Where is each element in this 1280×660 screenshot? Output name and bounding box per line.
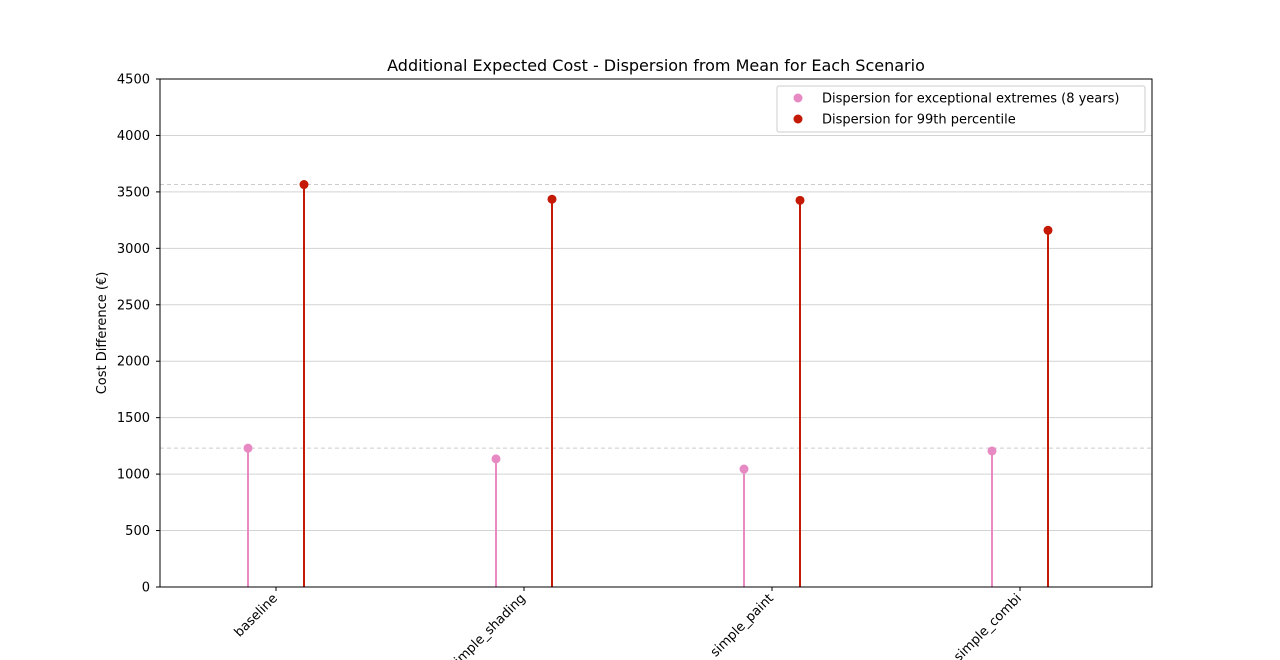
lollipop-marker bbox=[491, 454, 501, 464]
y-tick-label: 1000 bbox=[117, 468, 150, 483]
y-tick-label: 500 bbox=[125, 524, 150, 539]
y-tick-label: 4500 bbox=[117, 73, 150, 88]
lollipop-marker bbox=[987, 446, 997, 456]
y-axis-label: Cost Difference (€) bbox=[95, 272, 110, 395]
y-tick-label: 2500 bbox=[117, 298, 150, 313]
legend-box bbox=[776, 85, 1146, 133]
grid-layer bbox=[160, 134, 1152, 532]
lollipop-marker bbox=[243, 443, 253, 453]
legend-marker bbox=[793, 114, 803, 124]
x-tick-label: simple_shading bbox=[447, 591, 529, 660]
legend-label: Dispersion for exceptional extremes (8 y… bbox=[822, 92, 1119, 107]
reference-line-layer bbox=[160, 184, 1152, 449]
mark-layer bbox=[243, 180, 1053, 587]
y-tick-label: 3000 bbox=[117, 242, 150, 257]
y-tick-label: 0 bbox=[142, 581, 150, 596]
lollipop-marker bbox=[795, 195, 805, 205]
legend-label: Dispersion for 99th percentile bbox=[822, 113, 1016, 128]
legend-marker bbox=[793, 93, 803, 103]
lollipop-marker bbox=[299, 180, 309, 190]
y-tick-label: 1500 bbox=[117, 411, 150, 426]
axis-layer: 0 500 1000 1500 2000 2500 3000 3500 4000 4500 base… bbox=[117, 73, 1025, 660]
lollipop-marker bbox=[739, 464, 749, 474]
y-tick-label: 2000 bbox=[117, 355, 150, 370]
lollipop-marker bbox=[1043, 225, 1053, 235]
x-tick-label: simple_combi bbox=[951, 591, 1025, 660]
x-tick-label: simple_paint bbox=[708, 591, 777, 660]
x-tick-label: baseline bbox=[232, 591, 281, 640]
lollipop-marker bbox=[547, 194, 557, 204]
y-tick-label: 3500 bbox=[117, 185, 150, 200]
chart-title: Additional Expected Cost - Dispersion fr… bbox=[387, 56, 925, 75]
plot-frame bbox=[159, 78, 1153, 588]
legend: Dispersion for exceptional extremes (8 y… bbox=[776, 85, 1146, 133]
y-tick-label: 4000 bbox=[117, 129, 150, 144]
